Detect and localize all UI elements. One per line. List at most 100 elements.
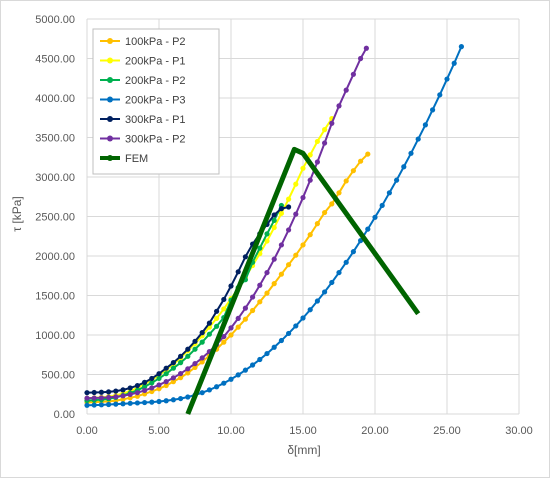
data-point [379, 202, 385, 209]
data-point [322, 289, 328, 295]
legend-swatch-marker [107, 77, 113, 83]
data-point [185, 394, 191, 400]
data-point [98, 389, 104, 395]
legend-swatch-marker [107, 96, 113, 103]
data-point [214, 323, 220, 329]
y-tick-label: 4000.00 [35, 93, 75, 105]
legend: 100kPa - P2 200kPa - P1 200kPa - P2 200kPa … [92, 28, 220, 175]
data-point [422, 122, 428, 128]
data-point [91, 402, 97, 408]
data-point [127, 385, 133, 391]
data-point [329, 279, 335, 286]
y-tick-label: 500.00 [41, 370, 75, 382]
data-point [264, 238, 270, 244]
y-axis-label: τ [kPa] [10, 196, 24, 231]
legend-swatch-marker [107, 116, 113, 122]
data-point [91, 395, 97, 401]
data-point [228, 283, 234, 289]
data-point [394, 177, 400, 183]
data-point [242, 316, 248, 322]
data-point [163, 365, 169, 371]
data-point [300, 315, 306, 321]
data-point [257, 356, 263, 363]
legend-entry: 300kPa - P1 [100, 114, 186, 126]
data-point [278, 206, 284, 212]
y-tick-label: 3500.00 [35, 133, 75, 145]
series-200kpa-p3 [84, 44, 464, 408]
data-point [178, 360, 184, 366]
data-point [336, 190, 342, 196]
data-point [185, 353, 191, 359]
data-point [156, 386, 162, 392]
data-point [430, 107, 436, 113]
data-point [293, 181, 299, 187]
data-point [163, 382, 169, 389]
data-point [113, 388, 119, 394]
data-point [178, 353, 184, 359]
data-point [170, 360, 176, 366]
x-tick-label: 20.00 [361, 425, 389, 437]
data-point [199, 390, 205, 396]
y-tick-label: 1500.00 [35, 291, 75, 303]
data-point [170, 365, 176, 371]
data-point [163, 371, 169, 377]
data-point [98, 402, 104, 408]
data-point [91, 389, 97, 396]
data-point [163, 379, 169, 385]
data-point [415, 136, 421, 142]
data-point [142, 384, 148, 390]
data-point [350, 168, 356, 174]
legend-box [92, 28, 220, 175]
data-point [250, 294, 256, 300]
data-point [363, 45, 369, 51]
data-point [343, 178, 349, 184]
data-point [199, 330, 205, 336]
series-fem [185, 146, 421, 415]
x-axis-label: δ[mm] [287, 443, 320, 457]
grid [86, 18, 520, 415]
data-point [84, 395, 90, 401]
series-line [86, 153, 369, 404]
data-point [257, 245, 263, 251]
legend-label: 300kPa - P1 [125, 114, 186, 126]
legend-label: 300kPa - P2 [125, 134, 186, 146]
data-point [106, 394, 112, 401]
data-point [314, 138, 320, 145]
y-tick-label: 2500.00 [35, 212, 75, 224]
legend-entry: 200kPa - P1 [100, 56, 186, 68]
data-point [278, 242, 284, 248]
data-point [185, 366, 191, 372]
legend-entry: FEM [100, 153, 148, 165]
data-point [185, 370, 191, 376]
data-point [235, 269, 241, 275]
data-point [350, 249, 356, 255]
series-300kpa-p2 [84, 45, 369, 401]
data-point [286, 330, 292, 337]
data-point [336, 269, 342, 276]
tick-labels: 0.00 5.00 10.00 15.00 20.00 25.00 30.00 0.00 500… [35, 14, 533, 437]
data-point [336, 103, 342, 109]
legend-entry: 300kPa - P2 [100, 134, 186, 146]
data-point [170, 397, 176, 403]
data-point [343, 259, 349, 265]
data-point [307, 177, 313, 183]
data-point [170, 375, 176, 381]
y-tick-label: 2000.00 [35, 251, 75, 263]
data-point [271, 224, 277, 231]
y-tick-label: 0.00 [54, 409, 75, 421]
legend-label: 200kPa - P3 [125, 95, 186, 107]
data-point [329, 120, 335, 126]
x-tick-label: 10.00 [217, 425, 245, 437]
data-point [228, 376, 234, 382]
data-point [300, 165, 306, 171]
data-point [314, 221, 320, 227]
data-point [84, 402, 90, 408]
data-point [221, 339, 227, 345]
data-point [444, 76, 450, 82]
data-point [286, 204, 292, 210]
data-point [358, 158, 364, 164]
data-point [264, 290, 270, 296]
legend-label: 200kPa - P2 [125, 75, 186, 87]
data-point [228, 332, 234, 338]
